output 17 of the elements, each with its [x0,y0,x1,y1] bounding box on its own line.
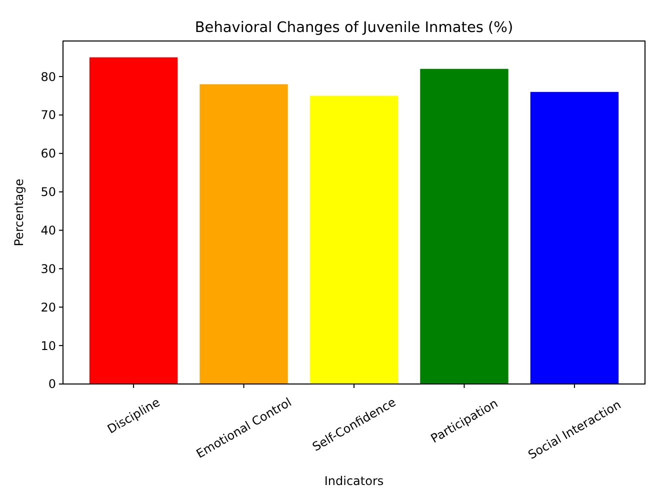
y-axis-title: Percentage [12,178,26,246]
y-tick-label: 60 [40,146,56,161]
y-tick-label: 40 [40,223,56,238]
y-tick-label: 0 [48,377,56,392]
chart-title: Behavioral Changes of Juvenile Inmates (%) [194,20,514,36]
y-tick-label: 20 [40,300,56,314]
y-tick-label: 80 [40,70,56,84]
y-tick-label: 10 [40,338,56,353]
bar [310,96,398,384]
x-axis-title: Indicators [324,474,384,488]
y-tick-label: 70 [40,108,56,122]
bar [89,57,178,384]
bar [530,92,619,384]
bar [420,68,508,384]
y-tick-label: 30 [40,262,56,276]
bar [200,84,288,384]
y-tick-label: 50 [40,185,56,200]
